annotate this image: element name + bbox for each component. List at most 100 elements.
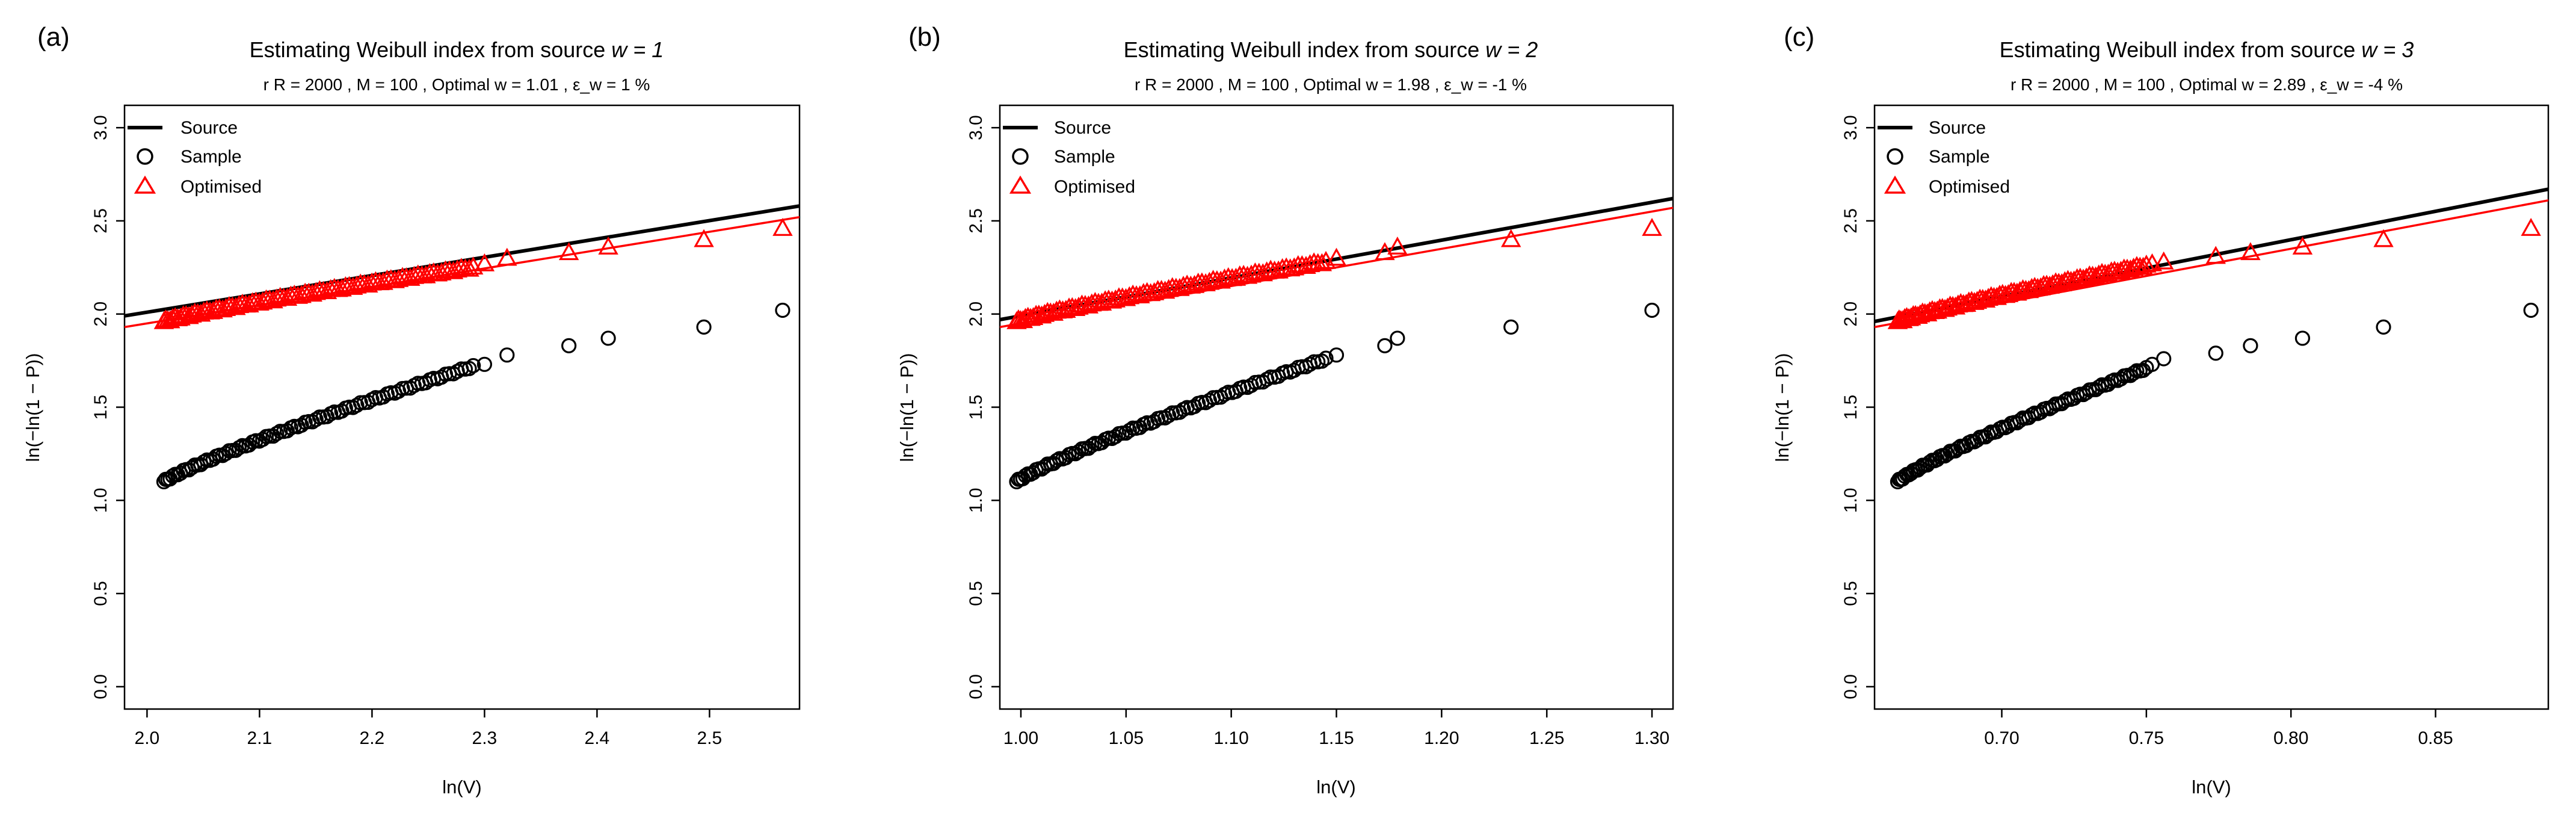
optimised-point [1144,282,1165,300]
sample-point [2243,338,2258,353]
sample-point [600,330,616,346]
sample-point [1328,347,1345,363]
sample-point [1390,330,1405,346]
legend-optimised-label: Optimised [180,177,262,197]
y-tick-label: 2.0 [966,302,986,327]
legend-source-label: Source [1929,118,1986,138]
optimised-point [179,306,199,324]
optimised-point [1199,271,1220,290]
panel-b: (b) Estimating Weibull index from source… [896,22,1674,798]
x-tick-label: 1.20 [1424,728,1459,748]
panel-b-title-text: Estimating Weibull index from source [1124,37,1480,62]
sample-point [1161,407,1177,423]
sample-point [294,417,309,433]
optimised-point [1225,267,1246,286]
y-tick-label: 0.0 [91,674,111,699]
sample-point [775,302,790,318]
optimised-point [384,270,405,288]
sample-point [2156,351,2172,367]
x-tick-label: 2.2 [360,728,385,748]
optimised-point [459,258,479,277]
sample-point [1147,414,1162,429]
x-tick-label: 1.10 [1213,728,1248,748]
optimised-point [373,271,393,290]
panel-a-plot: 2.0 2.1 2.2 2.3 2.4 2.5 0.0 0.5 1.0 1.5 2.0 2.5 3.0 [91,104,801,748]
optimised-point [253,291,273,310]
legend-source-label: Source [180,118,238,138]
sample-point [231,440,247,456]
panel-c-legend: Source Sample Optimised [1878,118,2010,197]
optimised-point [316,281,337,300]
sample-point [2057,393,2072,409]
y-tick-label: 2.0 [1841,302,1861,327]
sample-point [2376,319,2391,335]
optimised-point [2142,253,2163,271]
sample-point [1121,423,1137,438]
optimised-point [1241,264,1262,283]
optimised-point [388,268,409,287]
y-tick-label: 1.0 [966,488,986,513]
panel-b-title-w: w = 2 [1485,37,1538,62]
panel-c-title-w: w = 3 [2361,37,2414,62]
sample-point [1644,302,1660,318]
panel-a-xlabel: ln(V) [442,776,481,798]
panel-b-xlabel: ln(V) [1316,776,1355,798]
panel-c: (c) Estimating Weibull index from source… [1772,22,2550,798]
panel-a: (a) Estimating Weibull index from source… [22,22,801,798]
optimised-point [347,275,367,294]
sample-point [461,361,477,376]
optimised-point [1387,236,1408,255]
panel-c-ylabel: ln(−ln(1 − P)) [1772,353,1793,462]
x-tick-label: 1.30 [1635,728,1669,748]
optimised-point [1158,279,1179,297]
optimised-point [1210,270,1231,289]
x-tick-label: 1.00 [1003,728,1038,748]
optimised-point [497,247,517,266]
optimised-point [772,218,793,236]
y-tick-label: 3.0 [966,115,986,140]
x-tick-label: 2.3 [472,728,498,748]
optimised-point [291,285,312,303]
y-tick-label: 1.5 [1841,395,1861,420]
optimised-point [1311,253,1333,271]
sample-point [269,426,285,442]
optimised-point [1237,265,1258,284]
optimised-point [1195,273,1216,291]
x-tick-label: 2.1 [247,728,273,748]
optimised-point [1501,229,1521,247]
optimised-point [1642,218,1662,236]
sample-point [255,432,271,447]
sample-point [696,319,712,335]
optimised-point [2153,251,2174,270]
legend-optimised-marker [1009,175,1032,194]
optimised-point [558,242,579,261]
legend-source-label: Source [1054,118,1111,138]
sample-point [308,412,324,427]
panel-c-title-text: Estimating Weibull index from source [2000,37,2356,62]
sample-point [499,347,515,363]
panel-c-xlabel: ln(V) [2192,776,2231,798]
x-tick-label: 2.0 [135,728,160,748]
sample-point [196,454,212,469]
x-tick-label: 0.75 [2129,728,2164,748]
sample-point [1377,338,1393,353]
optimised-point [1169,277,1190,296]
panel-a-title-w: w = 1 [611,37,664,62]
y-tick-label: 1.5 [91,395,111,420]
panel-a-title: Estimating Weibull index from source w =… [250,37,664,62]
y-tick-label: 0.5 [1841,581,1861,606]
sample-point [561,338,577,353]
optimised-point [2136,255,2157,273]
sample-point [2091,379,2107,395]
x-tick-label: 0.80 [2273,728,2308,748]
y-tick-label: 3.0 [91,115,111,140]
panel-a-ylabel: ln(−ln(1 − P)) [22,353,43,462]
sample-point [1314,353,1330,369]
optimised-point [277,288,298,306]
panel-c-plot: 0.70 0.75 0.80 0.85 0.0 0.5 1.0 1.5 2.0 2.5 3.0 [1841,104,2550,748]
x-tick-label: 0.85 [2418,728,2453,748]
x-tick-label: 0.70 [1984,728,2019,748]
y-tick-label: 3.0 [1841,115,1861,140]
sample-point [1108,429,1123,444]
